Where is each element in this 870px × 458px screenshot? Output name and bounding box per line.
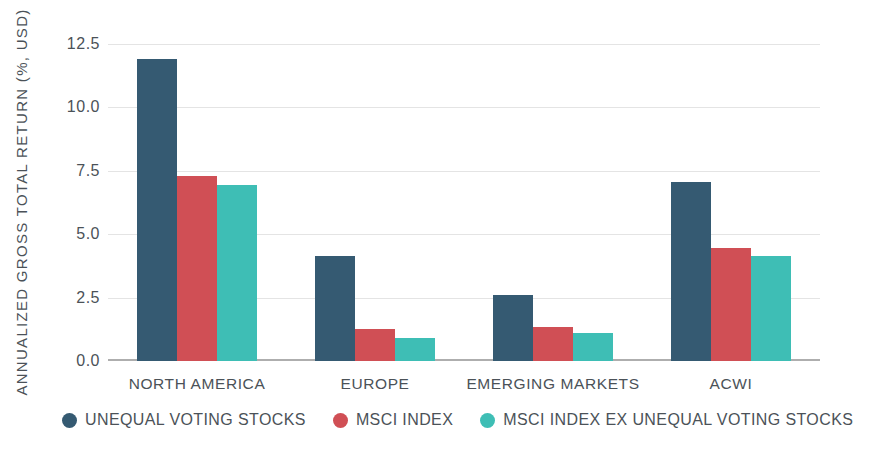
y-tick-label: 12.5 <box>0 35 100 53</box>
bar <box>751 256 791 361</box>
legend: UNEQUAL VOTING STOCKS MSCI INDEX MSCI INDE… <box>62 411 853 429</box>
x-category-label: EMERGING MARKETS <box>464 374 642 394</box>
bar <box>493 295 533 361</box>
bar <box>395 338 435 361</box>
legend-label: MSCI INDEX <box>356 411 453 429</box>
y-tick-label: 2.5 <box>0 289 100 307</box>
legend-swatch <box>333 413 348 428</box>
bar <box>533 327 573 361</box>
y-axis-title: ANNUALIZED GROSS TOTAL RETURN (%, USD) <box>13 8 30 395</box>
legend-swatch <box>480 413 495 428</box>
bar <box>217 185 257 361</box>
legend-swatch <box>62 413 77 428</box>
legend-item: MSCI INDEX EX UNEQUAL VOTING STOCKS <box>480 411 853 429</box>
bar <box>671 182 711 361</box>
bar-group <box>108 44 286 361</box>
y-tick-label: 7.5 <box>0 162 100 180</box>
bar-group <box>286 44 464 361</box>
bar <box>573 333 613 361</box>
y-tick-label: 0.0 <box>0 352 100 370</box>
bar-chart: ANNUALIZED GROSS TOTAL RETURN (%, USD) 0… <box>0 0 870 458</box>
bar <box>711 248 751 361</box>
x-category-label: EUROPE <box>286 374 464 394</box>
legend-item: MSCI INDEX <box>333 411 453 429</box>
legend-label: MSCI INDEX EX UNEQUAL VOTING STOCKS <box>503 411 853 429</box>
plot-area <box>108 44 820 361</box>
y-tick-label: 5.0 <box>0 225 100 243</box>
legend-label: UNEQUAL VOTING STOCKS <box>85 411 306 429</box>
x-category-label: ACWI <box>642 374 820 394</box>
bar <box>315 256 355 361</box>
y-tick-label: 10.0 <box>0 98 100 116</box>
legend-item: UNEQUAL VOTING STOCKS <box>62 411 306 429</box>
bar-group <box>464 44 642 361</box>
bar <box>177 176 217 361</box>
bar <box>355 329 395 361</box>
x-category-label: NORTH AMERICA <box>108 374 286 394</box>
bar-group <box>642 44 820 361</box>
bar <box>137 59 177 361</box>
